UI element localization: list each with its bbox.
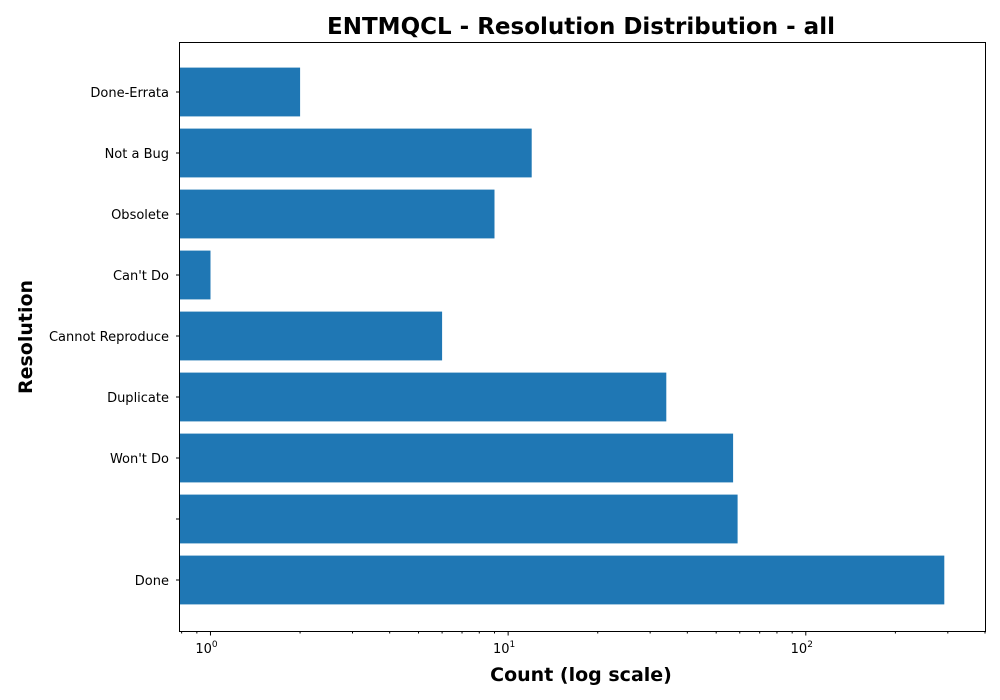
- y-tick-label: Done: [135, 574, 169, 589]
- chart-title: ENTMQCL - Resolution Distribution - all: [327, 14, 835, 40]
- bar: [180, 189, 495, 239]
- y-tick-label: Done-Errata: [90, 86, 169, 101]
- y-axis-label: Resolution: [15, 280, 37, 394]
- x-tick-label: 101: [493, 640, 515, 657]
- x-axis-label: Count (log scale): [490, 664, 672, 686]
- bar: [180, 250, 211, 300]
- bar: [180, 433, 734, 483]
- y-tick-label: Cannot Reproduce: [49, 330, 169, 345]
- y-tick-label: Not a Bug: [105, 147, 169, 162]
- bar: [180, 128, 532, 178]
- plot-frame: [179, 42, 986, 632]
- bar: [180, 372, 667, 422]
- bar: [180, 555, 945, 605]
- bar: [180, 67, 301, 117]
- x-tick-label: 100: [195, 640, 218, 657]
- bar: [180, 311, 443, 361]
- y-tick-label: Can't Do: [113, 269, 169, 284]
- plot-area: Done Won't Do Duplicate Cannot Reproduce Can…: [49, 67, 986, 657]
- x-tick-label: 102: [791, 640, 813, 657]
- y-tick-label: Won't Do: [110, 452, 169, 467]
- y-tick-label: Duplicate: [107, 391, 169, 406]
- y-tick-label: Obsolete: [111, 208, 169, 223]
- bar: [180, 494, 738, 544]
